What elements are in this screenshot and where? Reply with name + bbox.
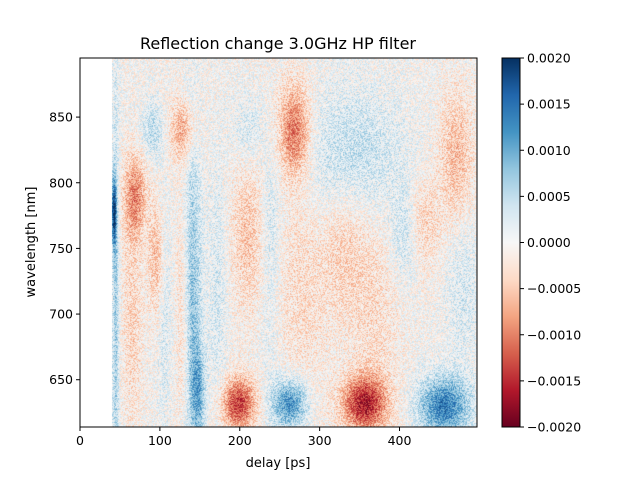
colorbar: 0.0020 0.0015 0.0010 0.0005 0.0000 −0.0005 −0.…	[501, 51, 581, 435]
colorbar-tick-label: 0.0015	[527, 97, 571, 112]
chart-title: Reflection change 3.0GHz HP filter	[140, 34, 416, 53]
colorbar-tick-label: 0.0005	[527, 189, 571, 204]
y-tick-label: 650	[49, 372, 73, 387]
colorbar-tick-label: −0.0010	[527, 327, 581, 342]
colorbar-tick-label: −0.0020	[527, 420, 581, 435]
y-tick-label: 700	[49, 307, 73, 322]
colorbar-ticks: 0.0020 0.0015 0.0010 0.0005 0.0000 −0.0005 −0.…	[520, 51, 581, 435]
x-axis-ticks: 0 100 200 300 400	[76, 427, 411, 448]
y-tick-label: 850	[49, 110, 73, 125]
x-tick-label: 100	[148, 433, 172, 448]
colorbar-tick-label: 0.0010	[527, 143, 571, 158]
heatmap-image	[111, 58, 477, 427]
colorbar-tick-label: −0.0005	[527, 281, 581, 296]
x-tick-label: 200	[228, 433, 252, 448]
y-tick-label: 750	[49, 241, 73, 256]
x-tick-label: 0	[76, 433, 84, 448]
x-axis-label: delay [ps]	[246, 456, 311, 471]
colorbar-tick-label: −0.0015	[527, 373, 581, 388]
colorbar-gradient	[502, 58, 520, 427]
y-tick-label: 800	[49, 175, 73, 190]
x-tick-label: 400	[388, 433, 412, 448]
x-tick-label: 300	[308, 433, 332, 448]
colorbar-tick-label: 0.0020	[527, 51, 571, 66]
plot-area	[79, 57, 478, 428]
y-axis-ticks: 650 700 750 800 850	[49, 110, 80, 387]
colorbar-tick-label: 0.0000	[527, 235, 571, 250]
plot-frame	[79, 57, 478, 428]
y-axis-label: wavelength [nm]	[24, 187, 39, 298]
